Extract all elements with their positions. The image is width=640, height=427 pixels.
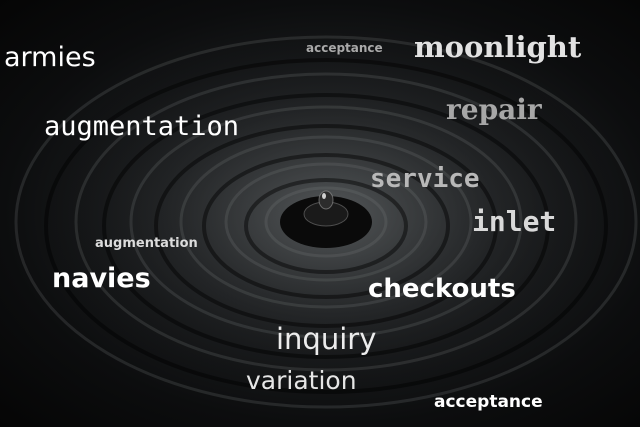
word-augmentation-small: augmentation [95,236,198,251]
word-acceptance-small: acceptance [306,41,383,55]
word-repair: repair [446,93,542,126]
word-augmentation-large: augmentation [44,111,240,142]
word-checkouts: checkouts [368,274,516,304]
word-acceptance-bottom: acceptance [434,392,543,412]
word-variation: variation [246,366,357,395]
word-moonlight: moonlight [414,30,582,64]
word-armies: armies [4,42,96,73]
word-navies: navies [52,263,151,294]
word-service: service [370,164,480,194]
word-inquiry: inquiry [276,322,377,356]
word-inlet: inlet [472,205,557,238]
